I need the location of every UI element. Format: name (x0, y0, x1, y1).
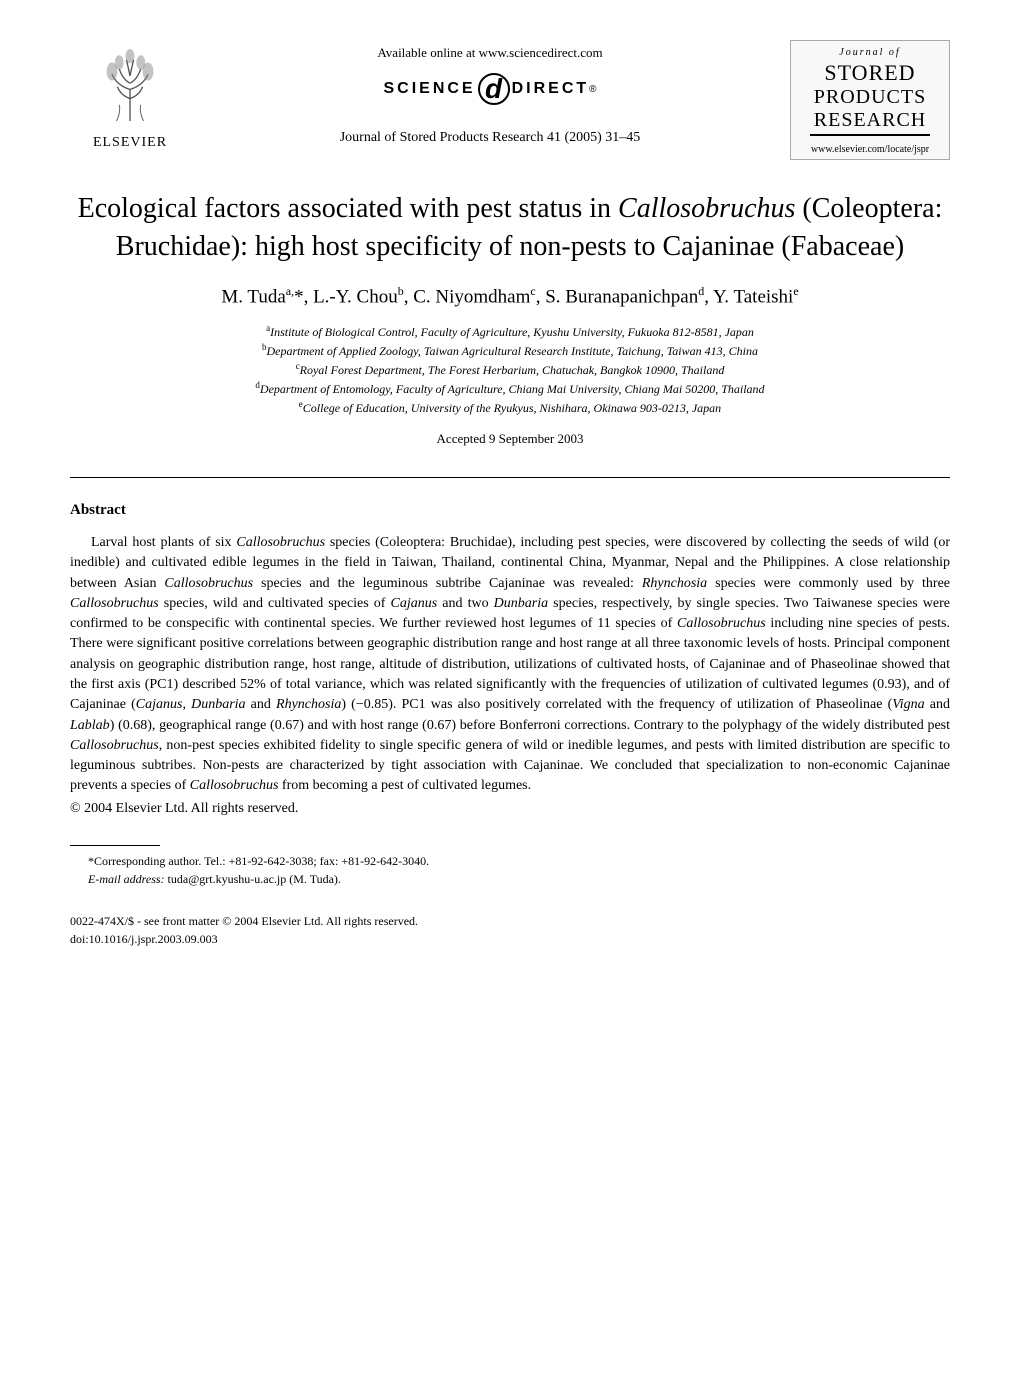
email-address: tuda@grt.kyushu-u.ac.jp (M. Tuda). (168, 872, 341, 886)
authors-line: M. Tudaa,*, L.-Y. Choub, C. Niyomdhamc, … (70, 284, 950, 308)
affiliation-d: dDepartment of Entomology, Faculty of Ag… (70, 379, 950, 398)
email-footnote: E-mail address: tuda@grt.kyushu-u.ac.jp … (70, 870, 950, 888)
elsevier-tree-icon (85, 40, 175, 130)
doi-line: doi:10.1016/j.jspr.2003.09.003 (70, 930, 950, 948)
journal-url: www.elsevier.com/locate/jspr (795, 144, 945, 155)
accepted-date: Accepted 9 September 2003 (70, 431, 950, 447)
abstract-heading: Abstract (70, 502, 950, 519)
journal-cover: Journal of STORED PRODUCTS RESEARCH www.… (790, 40, 950, 160)
article-title: Ecological factors associated with pest … (70, 190, 950, 266)
header-row: ELSEVIER Available online at www.science… (70, 40, 950, 160)
title-italic: Callosobruchus (618, 193, 795, 224)
sd-at-icon: d (478, 73, 510, 105)
title-part1: Ecological factors associated with pest … (78, 193, 618, 224)
journal-research-label: RESEARCH (810, 109, 930, 136)
journal-products-label: PRODUCTS (795, 86, 945, 109)
corresponding-author-footnote: *Corresponding author. Tel.: +81-92-642-… (70, 852, 950, 870)
footnote-divider (70, 845, 160, 846)
sd-direct-text: DIRECT (512, 80, 590, 98)
available-online-text: Available online at www.sciencedirect.co… (377, 45, 602, 61)
journal-citation: Journal of Stored Products Research 41 (… (340, 130, 641, 146)
center-header: Available online at www.sciencedirect.co… (190, 40, 790, 146)
email-label: E-mail address: (88, 872, 165, 886)
abstract-body: Larval host plants of six Callosobruchus… (70, 533, 950, 797)
affiliation-c: cRoyal Forest Department, The Forest Her… (70, 360, 950, 379)
affiliation-e: eCollege of Education, University of the… (70, 398, 950, 417)
publisher-name: ELSEVIER (93, 135, 167, 151)
journal-stored-label: STORED (795, 60, 945, 86)
publisher-logo: ELSEVIER (70, 40, 190, 151)
abstract-copyright: © 2004 Elsevier Ltd. All rights reserved… (70, 801, 950, 817)
section-divider (70, 477, 950, 478)
affiliation-a: aInstitute of Biological Control, Facult… (70, 322, 950, 341)
affiliation-b: bDepartment of Applied Zoology, Taiwan A… (70, 341, 950, 360)
journal-of-label: Journal of (795, 47, 945, 58)
sciencedirect-logo: SCIENCE d DIRECT ® (383, 73, 596, 105)
issn-line: 0022-474X/$ - see front matter © 2004 El… (70, 912, 950, 930)
footer-meta: 0022-474X/$ - see front matter © 2004 El… (70, 912, 950, 948)
sd-science-text: SCIENCE (383, 80, 475, 98)
sd-registered-icon: ® (589, 84, 596, 95)
affiliations: aInstitute of Biological Control, Facult… (70, 322, 950, 417)
